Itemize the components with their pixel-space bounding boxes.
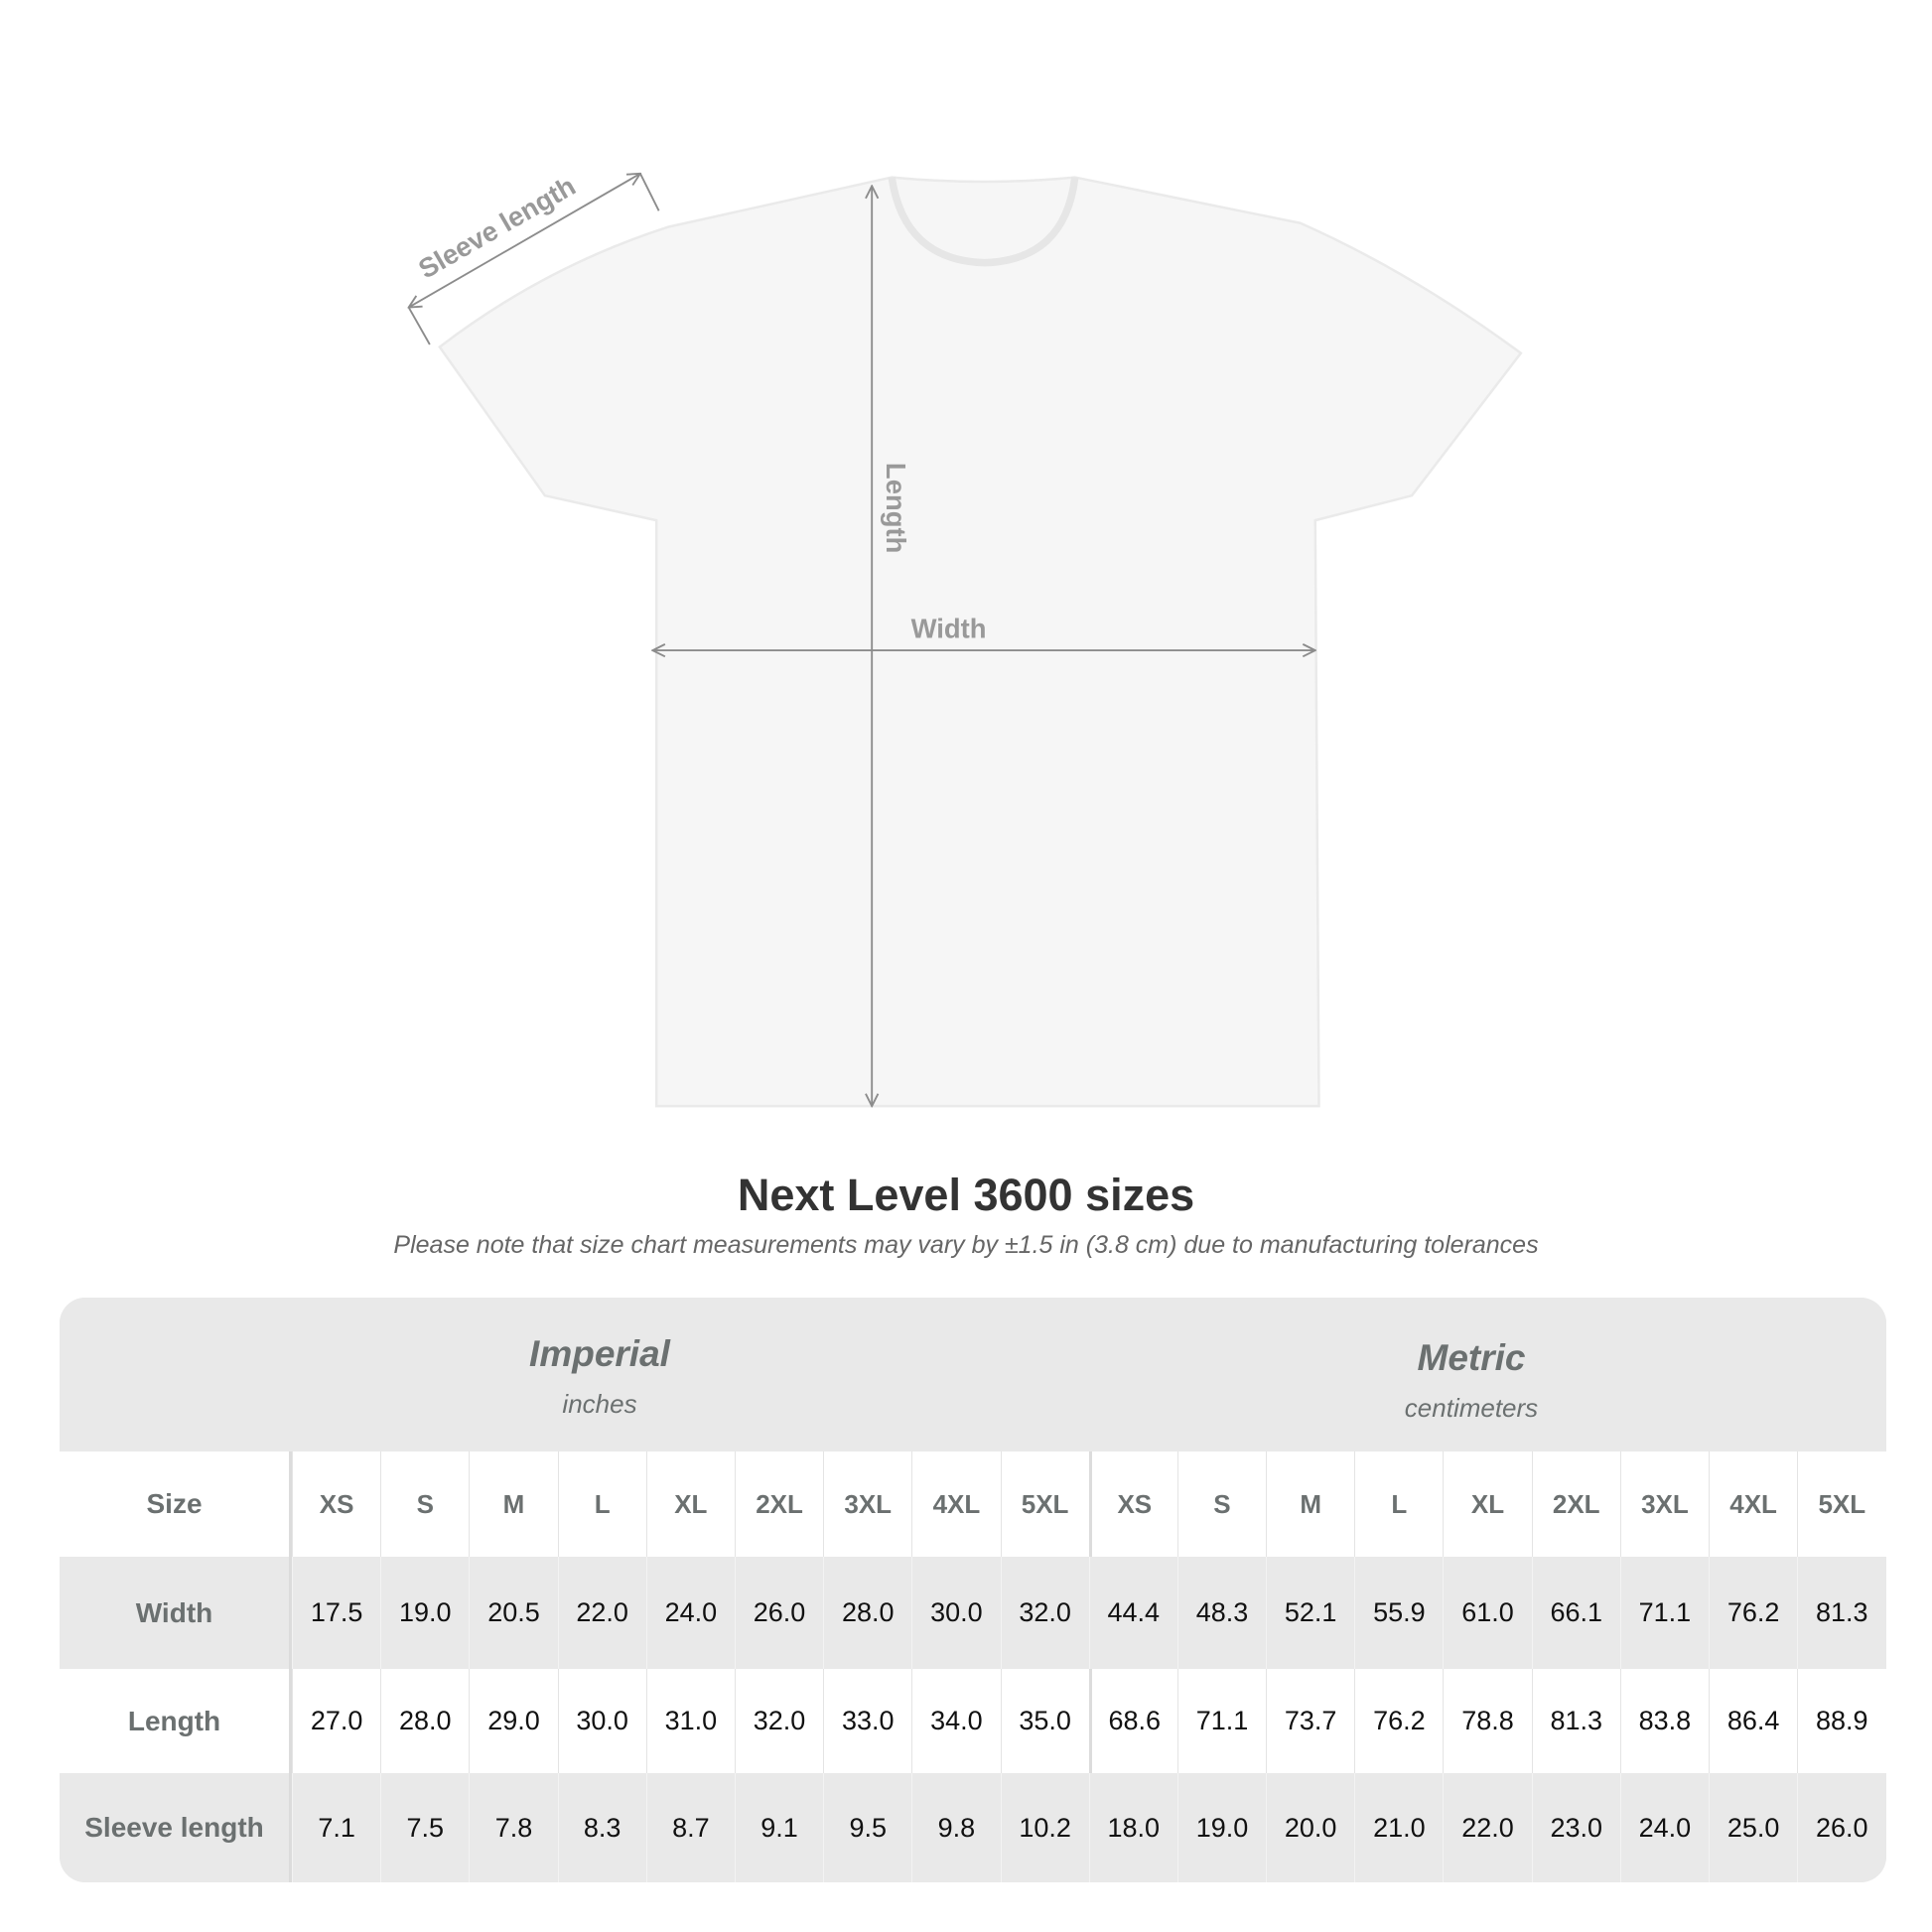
table-cell: S bbox=[380, 1451, 469, 1557]
table-row: Length 27.0 28.0 29.0 30.0 31.0 32.0 33.0 34.0 35… bbox=[60, 1669, 1886, 1773]
table-cell: 19.0 bbox=[380, 1557, 469, 1669]
length-label: Length bbox=[881, 463, 911, 553]
table-cell: 2XL bbox=[1531, 1451, 1620, 1557]
table-cell: 71.1 bbox=[1176, 1669, 1266, 1773]
table-cell: XS bbox=[292, 1451, 380, 1557]
table-cell: 83.8 bbox=[1619, 1669, 1709, 1773]
table-cell: 76.2 bbox=[1354, 1669, 1443, 1773]
imperial-header: Imperial inches bbox=[529, 1333, 670, 1419]
table-cell: 24.0 bbox=[1619, 1773, 1709, 1882]
table-cell: 44.4 bbox=[1088, 1557, 1177, 1669]
table-cell: 61.0 bbox=[1443, 1557, 1531, 1669]
table-cell: L bbox=[557, 1451, 646, 1557]
row-label: Width bbox=[60, 1557, 292, 1669]
table-cell: 9.5 bbox=[823, 1773, 911, 1882]
table-cell: 20.0 bbox=[1266, 1773, 1354, 1882]
table-cell: 29.0 bbox=[469, 1669, 557, 1773]
table-cell: 8.7 bbox=[645, 1773, 735, 1882]
table-cell: 55.9 bbox=[1354, 1557, 1443, 1669]
sleeve-arrow bbox=[409, 174, 640, 308]
table-cell: 31.0 bbox=[645, 1669, 735, 1773]
table-cell: 78.8 bbox=[1443, 1669, 1531, 1773]
table-cell: 81.3 bbox=[1531, 1669, 1620, 1773]
table-cell: 18.0 bbox=[1088, 1773, 1177, 1882]
table-cell: 86.4 bbox=[1709, 1669, 1797, 1773]
table-cell: 25.0 bbox=[1709, 1773, 1797, 1882]
size-table: Imperial inches Metric centimeters Size X… bbox=[60, 1298, 1886, 1882]
table-cell: 8.3 bbox=[557, 1773, 646, 1882]
metric-header: Metric centimeters bbox=[1404, 1337, 1539, 1423]
size-row: Size XS S M L XL 2XL 3XL 4XL 5XL XS S M L XL 2XL 3XL 4XL 5… bbox=[60, 1451, 1886, 1557]
table-cell: 17.5 bbox=[292, 1557, 380, 1669]
table-cell: 28.0 bbox=[380, 1669, 469, 1773]
table-cell: 32.0 bbox=[1000, 1557, 1089, 1669]
table-cell: 35.0 bbox=[1000, 1669, 1089, 1773]
tshirt-collar bbox=[888, 177, 1079, 267]
table-cell: 4XL bbox=[911, 1451, 1000, 1557]
table-cell: 88.9 bbox=[1797, 1669, 1885, 1773]
table-cell: 71.1 bbox=[1619, 1557, 1709, 1669]
row-label: Length bbox=[60, 1669, 292, 1773]
table-cell: S bbox=[1176, 1451, 1266, 1557]
table-cell: 7.8 bbox=[469, 1773, 557, 1882]
table-cell: 81.3 bbox=[1797, 1557, 1885, 1669]
table-cell: 21.0 bbox=[1354, 1773, 1443, 1882]
table-cell: 68.6 bbox=[1088, 1669, 1177, 1773]
table-cell: XS bbox=[1088, 1451, 1177, 1557]
table-cell: 2XL bbox=[734, 1451, 823, 1557]
table-cell: 52.1 bbox=[1266, 1557, 1354, 1669]
unit-header: Imperial inches Metric centimeters bbox=[60, 1298, 1886, 1451]
table-row: Sleeve length 7.1 7.5 7.8 8.3 8.7 9.1 9.5 9.8 10.… bbox=[60, 1773, 1886, 1882]
table-cell: 26.0 bbox=[734, 1557, 823, 1669]
table-cell: 66.1 bbox=[1531, 1557, 1620, 1669]
table-cell: 24.0 bbox=[645, 1557, 735, 1669]
row-label: Sleeve length bbox=[60, 1773, 292, 1882]
table-cell: 26.0 bbox=[1797, 1773, 1885, 1882]
table-cell: 30.0 bbox=[911, 1557, 1000, 1669]
table-cell: 48.3 bbox=[1176, 1557, 1266, 1669]
table-cell: 7.1 bbox=[292, 1773, 380, 1882]
table-cell: 5XL bbox=[1797, 1451, 1885, 1557]
row-label: Size bbox=[60, 1451, 292, 1557]
table-cell: 7.5 bbox=[380, 1773, 469, 1882]
table-cell: L bbox=[1354, 1451, 1443, 1557]
tolerance-note: Please note that size chart measurements… bbox=[393, 1231, 1539, 1259]
table-cell: 30.0 bbox=[557, 1669, 646, 1773]
table-cell: M bbox=[1266, 1451, 1354, 1557]
page-title: Next Level 3600 sizes bbox=[737, 1170, 1195, 1220]
table-cell: 34.0 bbox=[911, 1669, 1000, 1773]
table-cell: 27.0 bbox=[292, 1669, 380, 1773]
table-cell: 10.2 bbox=[1000, 1773, 1089, 1882]
table-cell: 9.8 bbox=[911, 1773, 1000, 1882]
table-cell: 5XL bbox=[1000, 1451, 1089, 1557]
table-cell: 76.2 bbox=[1709, 1557, 1797, 1669]
table-cell: 73.7 bbox=[1266, 1669, 1354, 1773]
table-cell: 33.0 bbox=[823, 1669, 911, 1773]
table-cell: 20.5 bbox=[469, 1557, 557, 1669]
width-label: Width bbox=[911, 614, 987, 644]
table-cell: M bbox=[469, 1451, 557, 1557]
sleeve-label: Sleeve length bbox=[413, 170, 581, 284]
table-cell: 22.0 bbox=[1443, 1773, 1531, 1882]
table-cell: 32.0 bbox=[734, 1669, 823, 1773]
table-cell: 3XL bbox=[823, 1451, 911, 1557]
table-cell: 4XL bbox=[1709, 1451, 1797, 1557]
table-cell: 22.0 bbox=[557, 1557, 646, 1669]
table-row: Width 17.5 19.0 20.5 22.0 24.0 26.0 28.0 30.0 32.… bbox=[60, 1557, 1886, 1669]
table-cell: 23.0 bbox=[1531, 1773, 1620, 1882]
table-cell: 9.1 bbox=[734, 1773, 823, 1882]
table-cell: XL bbox=[645, 1451, 735, 1557]
table-cell: 3XL bbox=[1619, 1451, 1709, 1557]
table-cell: 28.0 bbox=[823, 1557, 911, 1669]
tshirt-diagram: Length Width Sleeve length bbox=[0, 170, 1523, 1108]
table-cell: XL bbox=[1443, 1451, 1531, 1557]
table-cell: 19.0 bbox=[1176, 1773, 1266, 1882]
